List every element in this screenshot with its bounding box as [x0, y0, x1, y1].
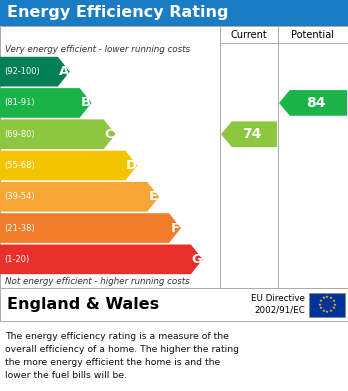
Text: C: C — [105, 128, 114, 141]
Text: England & Wales: England & Wales — [7, 297, 159, 312]
Text: G: G — [191, 253, 202, 266]
Text: (69-80): (69-80) — [4, 130, 35, 139]
Text: ★: ★ — [318, 303, 322, 307]
Text: Not energy efficient - higher running costs: Not energy efficient - higher running co… — [5, 277, 190, 286]
Text: ★: ★ — [325, 310, 329, 314]
Text: ★: ★ — [331, 299, 335, 303]
Polygon shape — [0, 119, 116, 149]
Polygon shape — [0, 182, 159, 212]
Text: Potential: Potential — [292, 29, 334, 39]
Polygon shape — [279, 90, 347, 116]
Text: The energy efficiency rating is a measure of the
overall efficiency of a home. T: The energy efficiency rating is a measur… — [5, 332, 239, 380]
Text: (21-38): (21-38) — [4, 224, 35, 233]
Text: ★: ★ — [319, 306, 323, 310]
Bar — [0, 26, 348, 288]
Bar — [0, 0, 348, 26]
Text: (1-20): (1-20) — [4, 255, 29, 264]
Text: A: A — [59, 65, 69, 78]
Bar — [0, 288, 348, 321]
Text: ★: ★ — [331, 306, 335, 310]
Text: B: B — [80, 97, 91, 109]
Polygon shape — [0, 244, 203, 274]
Text: Very energy efficient - lower running costs: Very energy efficient - lower running co… — [5, 45, 190, 54]
Polygon shape — [0, 213, 181, 243]
Bar — [220, 26, 278, 43]
Text: (55-68): (55-68) — [4, 161, 35, 170]
Text: ★: ★ — [329, 296, 333, 300]
Polygon shape — [0, 88, 92, 118]
Text: (39-54): (39-54) — [4, 192, 34, 201]
Text: E: E — [149, 190, 158, 203]
Polygon shape — [0, 57, 70, 86]
Text: F: F — [171, 222, 180, 235]
Bar — [278, 26, 348, 43]
Text: ★: ★ — [325, 295, 329, 299]
Text: D: D — [126, 159, 137, 172]
Text: ★: ★ — [329, 309, 333, 313]
Text: (81-91): (81-91) — [4, 99, 34, 108]
Bar — [309, 292, 345, 316]
Text: 74: 74 — [243, 127, 262, 141]
Text: EU Directive
2002/91/EC: EU Directive 2002/91/EC — [251, 294, 305, 315]
Polygon shape — [0, 151, 137, 180]
Text: ★: ★ — [319, 299, 323, 303]
Text: Energy Efficiency Rating: Energy Efficiency Rating — [7, 5, 229, 20]
Text: ★: ★ — [322, 296, 325, 300]
Text: ★: ★ — [332, 303, 336, 307]
Text: Current: Current — [231, 29, 267, 39]
Text: ★: ★ — [322, 309, 325, 313]
Text: 84: 84 — [307, 96, 326, 110]
Text: (92-100): (92-100) — [4, 67, 40, 76]
Polygon shape — [221, 121, 277, 147]
